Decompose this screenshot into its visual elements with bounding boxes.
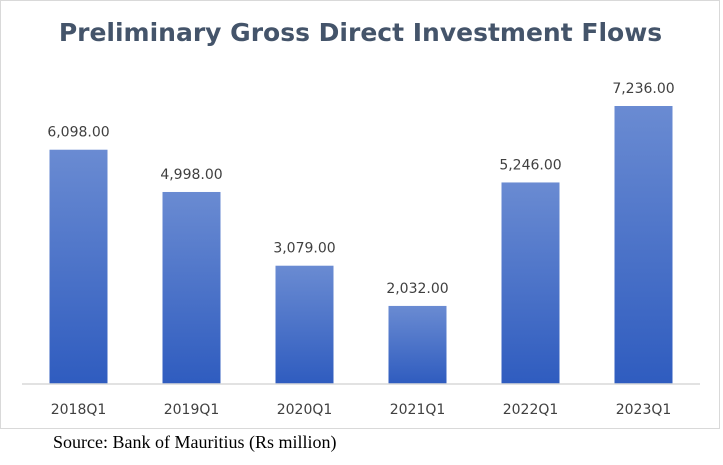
data-label: 4,998.00 (160, 167, 222, 183)
x-tick-label: 2020Q1 (277, 402, 333, 418)
x-tick-label: 2018Q1 (51, 402, 107, 418)
x-tick-label: 2019Q1 (164, 402, 220, 418)
chart-frame (0, 0, 720, 429)
data-label: 2,032.00 (386, 281, 448, 297)
chart-title: Preliminary Gross Direct Investment Flow… (58, 18, 663, 47)
x-tick-label: 2021Q1 (390, 402, 446, 418)
x-tick-label: 2022Q1 (503, 402, 559, 418)
data-label: 6,098.00 (47, 125, 109, 141)
bar-2019Q1 (162, 191, 221, 384)
data-label: 7,236.00 (612, 81, 674, 97)
bar-2020Q1 (275, 265, 334, 384)
bar-2021Q1 (388, 305, 447, 384)
bar-chart: 6,098.00 2018Q1 4,998.00 2019Q1 3,079.00 2020… (22, 81, 700, 418)
data-label: 5,246.00 (499, 157, 561, 173)
x-tick-label: 2023Q1 (616, 402, 672, 418)
bar-2022Q1 (501, 182, 560, 384)
bar-2023Q1 (614, 106, 673, 384)
source-note: Source: Bank of Mauritius (Rs million) (53, 432, 337, 452)
data-label: 3,079.00 (273, 241, 335, 257)
bar-2018Q1 (49, 149, 108, 384)
